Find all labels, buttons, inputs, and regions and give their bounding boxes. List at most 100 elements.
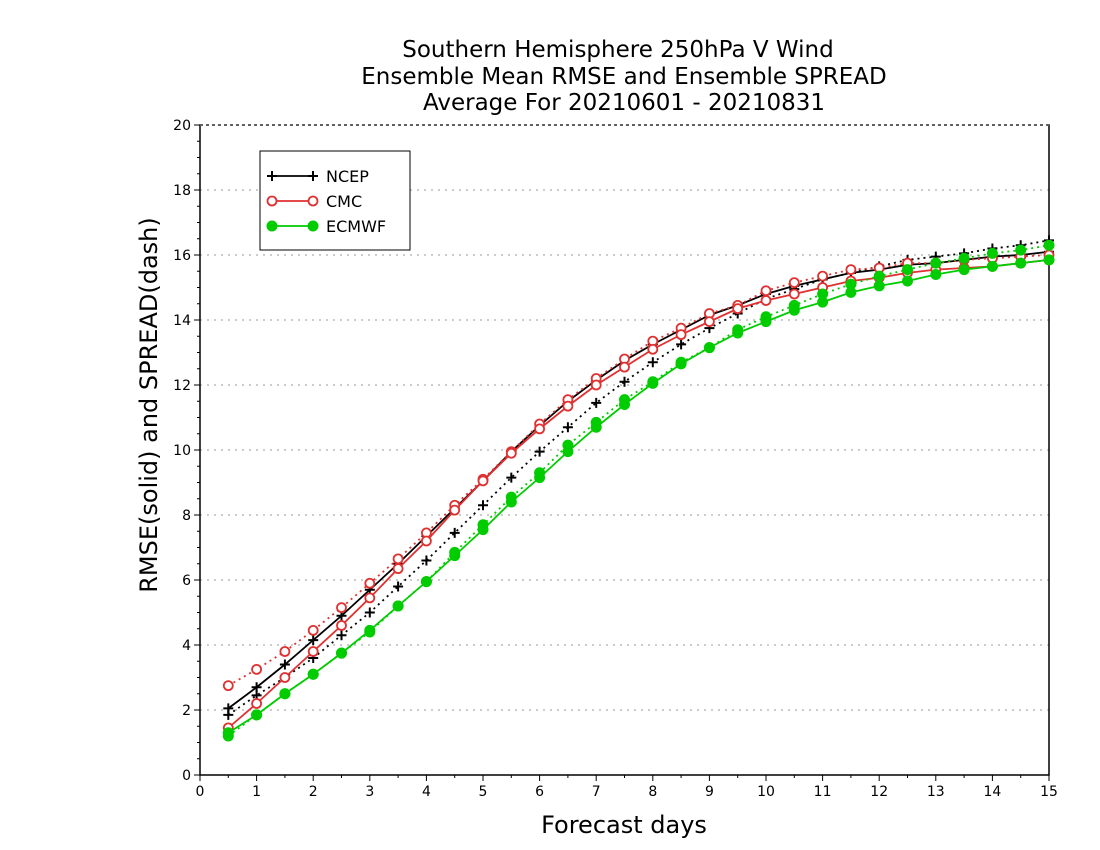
series-cmc-rmse-point [420,535,432,547]
series-ncep-spread-point [676,339,687,350]
y-tick-label: 16 [173,248,191,264]
series-ecmwf-rmse-point [873,280,885,292]
y-tick-label: 20 [173,118,191,134]
series-cmc-rmse-point [477,475,489,487]
series-ecmwf-spread-point [958,252,970,264]
series-ecmwf-rmse-point [420,576,432,588]
series-cmc-rmse-point [307,646,319,657]
series-cmc-spread-point [817,270,828,282]
series-cmc-spread-point [279,646,291,657]
series-cmc-rmse-point [364,592,376,604]
series-cmc-rmse-point [788,288,800,300]
series-ncep-spread-point [534,446,545,457]
chart-title-line-2: Ensemble Mean RMSE and Ensemble SPREAD [361,64,886,90]
series-cmc-spread-point [392,553,404,565]
legend-label: CMC [326,192,362,211]
series-ncep-spread-point [449,527,460,538]
chart-title-line-1: Southern Hemisphere 250hPa V Wind [402,37,833,63]
series-ecmwf-rmse-line [227,258,1050,734]
series-cmc-rmse-point [732,303,744,315]
y-tick-label: 6 [182,573,191,589]
series-ncep-rmse-line [227,250,1050,710]
y-axis-title: RMSE(solid) and SPREAD(dash) [135,217,163,593]
legend-label: ECMWF [326,217,386,236]
series-cmc-spread-point [336,602,347,614]
series-ncep-spread-point [562,422,573,433]
y-tick-label: 0 [182,768,191,784]
x-tick-label: 12 [870,784,888,800]
x-tick-label: 1 [252,784,261,800]
legend: NCEP CMC ECMWF [259,150,411,251]
series-ncep-rmse-point [251,682,262,693]
y-tick-label: 12 [173,378,191,394]
series-ecmwf-spread-point [986,247,998,259]
series-cmc [222,249,1055,734]
series-cmc-rmse-point [760,295,772,306]
chart-title: Southern Hemisphere 250hPa V Wind Ensemb… [361,37,886,116]
series-ecmwf-rmse-point [930,269,942,280]
series-ecmwf-rmse-point [222,727,234,739]
series-ecmwf-rmse-point [675,358,687,370]
legend-item-ncep: NCEP [267,167,369,186]
series-cmc-rmse-point [392,563,404,575]
series-ecmwf-rmse-point [958,264,970,276]
y-tick-label: 4 [182,638,191,654]
series-cmc-rmse-point [534,423,545,435]
series-cmc-spread-point [364,577,376,589]
series-ncep-spread-point [336,630,347,641]
series-ecmwf-rmse-point [534,472,546,484]
y-tick-label: 8 [182,508,191,524]
chart-title-line-3: Average For 20210601 - 20210831 [423,90,825,116]
series-ecmwf-rmse-point [505,496,517,508]
x-tick-label: 11 [814,784,832,800]
x-tick-label: 4 [422,784,431,800]
series-cmc-rmse-point [449,504,461,516]
x-tick-label: 6 [535,784,544,800]
series-ncep-spread-point [478,500,488,511]
series-ecmwf-spread-point [930,257,942,269]
grid [200,189,1049,711]
series-cmc-rmse-point [279,672,291,683]
x-tick-label: 2 [309,784,318,800]
x-tick-label: 3 [365,784,374,800]
y-tick-label: 18 [173,183,191,199]
series-ecmwf-rmse-point [703,342,715,354]
series-ecmwf-rmse-point [336,647,347,659]
series-cmc-rmse-point [590,379,602,391]
legend-marker [307,220,319,232]
series-ncep-spread-point [591,397,602,408]
y-tick-label: 14 [173,313,191,329]
series-layer [222,235,1055,742]
series-ecmwf-spread-line [227,244,1050,737]
series-ecmwf-rmse-point [760,316,772,328]
series-cmc-rmse-point [251,698,263,709]
series-ecmwf-rmse-point [590,421,602,433]
legend-marker [266,220,278,232]
series-ncep-spread-point [647,357,658,368]
series-ecmwf [222,239,1055,742]
series-ecmwf-rmse-point [845,286,857,298]
series-ecmwf-rmse-point [364,624,376,636]
series-cmc-rmse-point [505,447,517,459]
x-tick-label: 14 [983,784,1001,800]
series-cmc-rmse-line [227,258,1050,729]
series-cmc-spread-point [251,663,263,675]
x-tick-label: 13 [927,784,945,800]
x-axis-title: Forecast days [541,811,707,839]
series-cmc-spread-point [222,680,234,692]
series-ecmwf-rmse-point [647,377,659,389]
series-ecmwf-rmse-point [477,524,489,536]
series-ncep-rmse-point [308,635,319,646]
series-ecmwf-rmse-point [1015,257,1027,269]
series-ncep-spread-point [421,555,432,566]
y-tick-label: 2 [182,703,191,719]
legend-marker [266,195,278,207]
series-cmc-rmse-point [647,343,659,355]
series-ncep-spread-point [619,376,630,387]
x-tick-label: 0 [196,784,205,800]
legend-marker [307,195,319,207]
legend-label: NCEP [326,167,369,186]
series-cmc-spread-point [788,277,800,289]
